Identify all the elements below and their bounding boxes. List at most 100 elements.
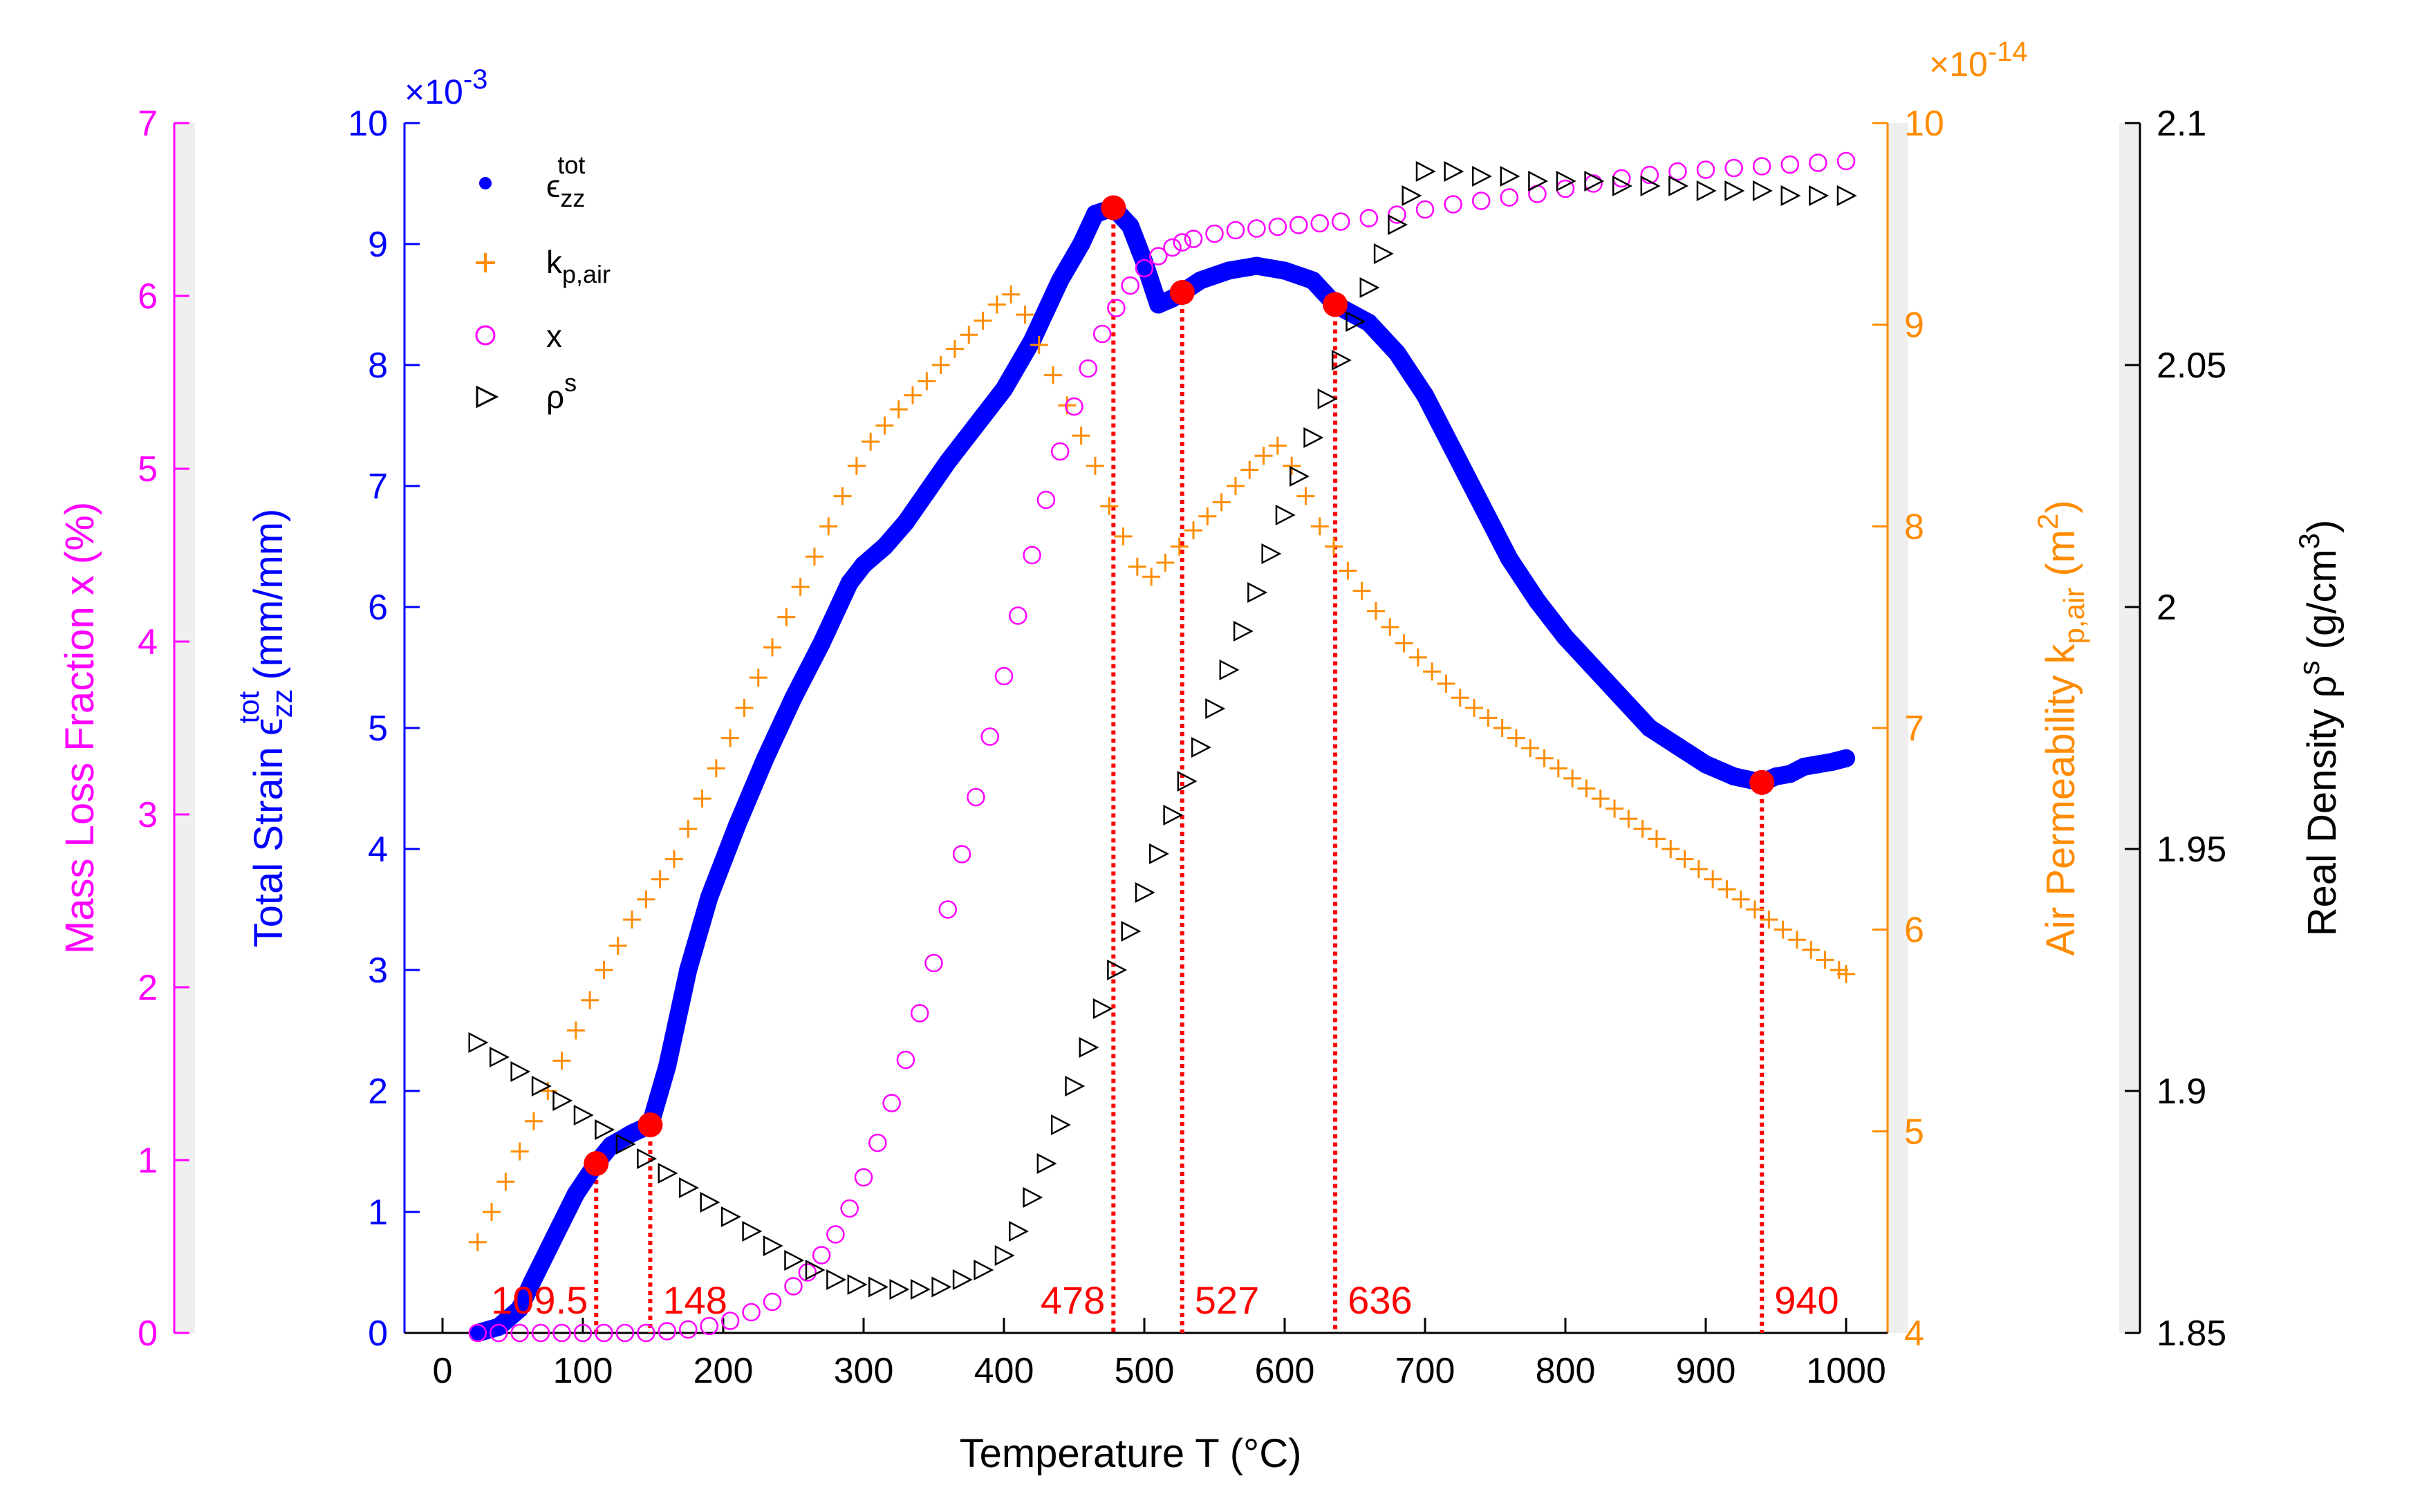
strain-point [1795,758,1814,776]
density-point [1121,920,1142,942]
density-point [1415,160,1436,183]
permeability-point [1254,447,1273,465]
strain-tick-label: 1 [368,1193,388,1233]
mass-loss-point [868,1133,887,1152]
strain-label-symbol: ϵ [246,718,291,736]
mass-loss-point [700,1316,718,1336]
strain-point [1444,440,1462,459]
density-point [1668,175,1689,197]
strain-point [855,555,873,574]
density-point [1303,427,1324,449]
density-point [1528,170,1549,192]
highlight-point-478 [1101,195,1126,221]
strain-point [756,749,774,767]
mass-loss-point [1247,219,1266,238]
density-point [1290,465,1310,487]
strain-point [1668,737,1687,756]
strain-point [1121,216,1139,235]
density-point [1836,185,1857,207]
legend-label-density: ρs [546,368,577,415]
permeability-point [1689,860,1708,879]
density-point [1079,1036,1099,1058]
strain-label-sub: zz [266,689,298,718]
x-tick-label: 300 [834,1351,894,1391]
permeability-point [931,356,950,374]
mass-loss-point [1310,214,1329,233]
permeability-point [889,400,908,419]
permeability-tick-label: 10 [1904,104,1944,144]
highlight-point-940 [1749,769,1775,795]
permeability-point [1240,460,1259,479]
density-point [1780,185,1801,207]
strain-mult-x: × [404,73,425,111]
permeability-point [693,790,711,808]
strain-point [658,1058,676,1076]
permeability-point [1521,739,1540,758]
permeability-point [1184,521,1203,540]
permeability-point [581,991,599,1009]
density-point [1724,180,1745,202]
permeability-point [496,1173,515,1191]
legend-strain-sup: tot [557,151,585,179]
density-tick-label: 2.05 [2157,346,2226,386]
density-point [931,1276,952,1298]
strain-point [1219,261,1238,280]
density-point [910,1278,931,1300]
strain-point [1500,550,1518,568]
strain-point [1359,313,1378,332]
axes: 0 1 2 3 4 5 6 7 0 1 2 3 4 5 6 7 8 9 10 4 5 6 7 8 9 10 1.85 1.9 1.95 2… [138,104,2226,1391]
density-point [1346,310,1366,333]
permeability-point [1437,674,1455,693]
x-tick-label: 400 [974,1351,1034,1391]
permeability-point [1423,662,1442,681]
density-point [1163,804,1184,826]
density-point [1009,1220,1030,1242]
mass-loss-point [510,1323,529,1343]
strain-tick-label: 5 [368,709,388,749]
mass-loss-point [812,1246,831,1264]
permeability-point [1212,493,1231,512]
mass-loss-point [1163,238,1182,257]
permeability-point [1746,900,1765,919]
permeability-point [1647,830,1666,848]
mass-loss-point [763,1292,782,1312]
strain-point [468,1324,487,1342]
strain-point [918,483,936,501]
mass-loss-axis-label: Mass Loss Fraction x (%) [57,502,102,954]
permeability-point [1837,964,1855,983]
mass-loss-point [1471,192,1491,210]
permeability-point [1142,568,1161,586]
density-point [763,1235,783,1257]
mass-loss-point [489,1323,508,1343]
mass-loss-point [826,1225,845,1244]
permeability-point [1479,709,1498,727]
permeability-point [721,729,740,747]
legend-label-strain: ϵzz tot [546,151,585,212]
density-point [679,1177,699,1199]
strain-point [812,634,831,653]
density-point [1752,180,1773,202]
strain-point [1149,295,1168,314]
mass-loss-point [952,845,971,864]
strain-label-unit: (mm/mm) [246,509,291,691]
density-point [1205,698,1226,720]
density-tick-label: 2 [2157,588,2177,628]
mass-loss-point [1149,247,1168,265]
density-point [1107,959,1128,981]
permeability-point [1339,561,1357,580]
strain-point [1556,628,1574,646]
mass-loss-point [840,1199,859,1218]
mass_loss-tick-label: 2 [138,968,158,1008]
strain-point [602,1136,620,1155]
density-point [1471,165,1492,187]
mass-loss-point [1009,606,1027,625]
permeability-point [862,432,880,451]
mass-loss-point [798,1263,817,1282]
density-point [615,1133,636,1155]
permeability-point [1226,477,1245,495]
strain-mult-base: 10 [425,73,463,111]
permeability-point [1170,537,1189,556]
mass_loss-tick-label: 7 [138,104,158,144]
strain-point [1276,261,1294,280]
permeability-point [552,1052,571,1070]
